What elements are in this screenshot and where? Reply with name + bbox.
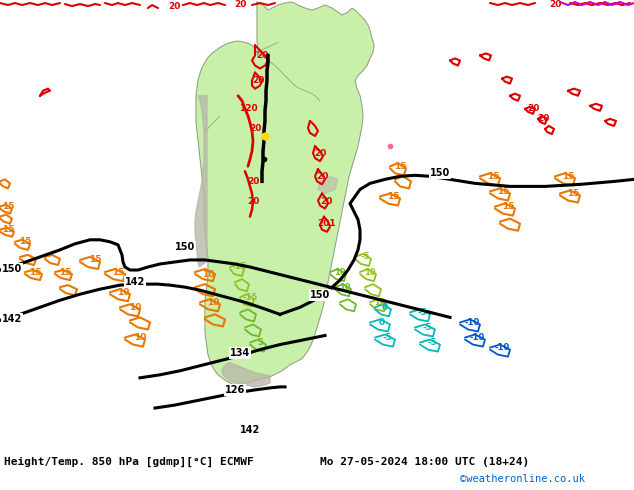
Text: 120: 120	[238, 104, 257, 113]
Text: 10: 10	[207, 298, 219, 307]
Text: 20: 20	[247, 177, 259, 186]
Text: 0: 0	[382, 303, 388, 312]
Polygon shape	[195, 96, 207, 267]
Text: -5: -5	[360, 252, 370, 262]
Text: 20: 20	[320, 197, 332, 206]
Text: 20: 20	[316, 172, 328, 181]
Text: 15: 15	[2, 202, 14, 211]
Text: 150: 150	[310, 290, 330, 300]
Polygon shape	[196, 2, 374, 385]
Text: 150: 150	[175, 242, 195, 252]
Text: -10: -10	[464, 318, 480, 327]
Text: -5: -5	[417, 308, 427, 317]
Text: 15: 15	[19, 237, 31, 246]
Text: 10: 10	[339, 283, 351, 292]
Text: 142: 142	[125, 277, 145, 287]
Text: 15: 15	[567, 189, 579, 198]
Text: ©weatheronline.co.uk: ©weatheronline.co.uk	[460, 474, 585, 484]
Text: 15: 15	[89, 255, 101, 265]
Text: 150: 150	[2, 264, 22, 274]
Text: 10: 10	[374, 298, 386, 307]
Text: 20: 20	[256, 51, 268, 60]
Text: 10: 10	[202, 270, 214, 278]
Text: 5: 5	[257, 338, 263, 347]
Text: 15: 15	[112, 268, 124, 276]
Text: 20: 20	[249, 124, 261, 133]
Text: -15: -15	[231, 263, 247, 271]
Text: -5: -5	[427, 338, 437, 347]
Text: 0: 0	[379, 318, 385, 327]
Text: 20: 20	[247, 197, 259, 206]
Text: Mo 27-05-2024 18:00 UTC (18+24): Mo 27-05-2024 18:00 UTC (18+24)	[320, 457, 529, 467]
Text: 15: 15	[487, 172, 499, 181]
Text: 20: 20	[234, 0, 246, 8]
Text: 142: 142	[2, 315, 22, 324]
Text: 20: 20	[527, 104, 539, 113]
Text: 15: 15	[2, 225, 14, 234]
Text: 15: 15	[387, 192, 399, 201]
Text: 20: 20	[252, 76, 264, 85]
Text: -15: -15	[242, 293, 257, 302]
Text: 10: 10	[117, 288, 129, 296]
Text: 10: 10	[134, 333, 146, 342]
Text: 142: 142	[240, 425, 260, 435]
Text: 15: 15	[497, 187, 509, 196]
Text: 201: 201	[318, 219, 336, 228]
Text: -5: -5	[382, 333, 392, 342]
Text: 20: 20	[537, 114, 549, 123]
Text: 126: 126	[225, 385, 245, 395]
Text: 15: 15	[29, 268, 41, 276]
Text: 10: 10	[129, 303, 141, 312]
Text: 15: 15	[59, 268, 71, 276]
Text: 15: 15	[501, 202, 514, 211]
Text: -5: -5	[422, 323, 432, 332]
Polygon shape	[318, 176, 338, 194]
Text: 20: 20	[168, 1, 180, 11]
Text: 20: 20	[549, 0, 561, 8]
Text: 10: 10	[364, 268, 376, 276]
Text: 150: 150	[430, 169, 450, 178]
Text: 10: 10	[334, 268, 346, 276]
Text: 15: 15	[562, 172, 574, 181]
Text: 20: 20	[314, 148, 326, 158]
Text: -10: -10	[469, 333, 484, 342]
Text: Height/Temp. 850 hPa [gdmp][°C] ECMWF: Height/Temp. 850 hPa [gdmp][°C] ECMWF	[4, 457, 254, 467]
Polygon shape	[222, 363, 270, 387]
Text: 15: 15	[394, 162, 406, 171]
Text: 134: 134	[230, 348, 250, 358]
Text: -10: -10	[495, 343, 510, 352]
